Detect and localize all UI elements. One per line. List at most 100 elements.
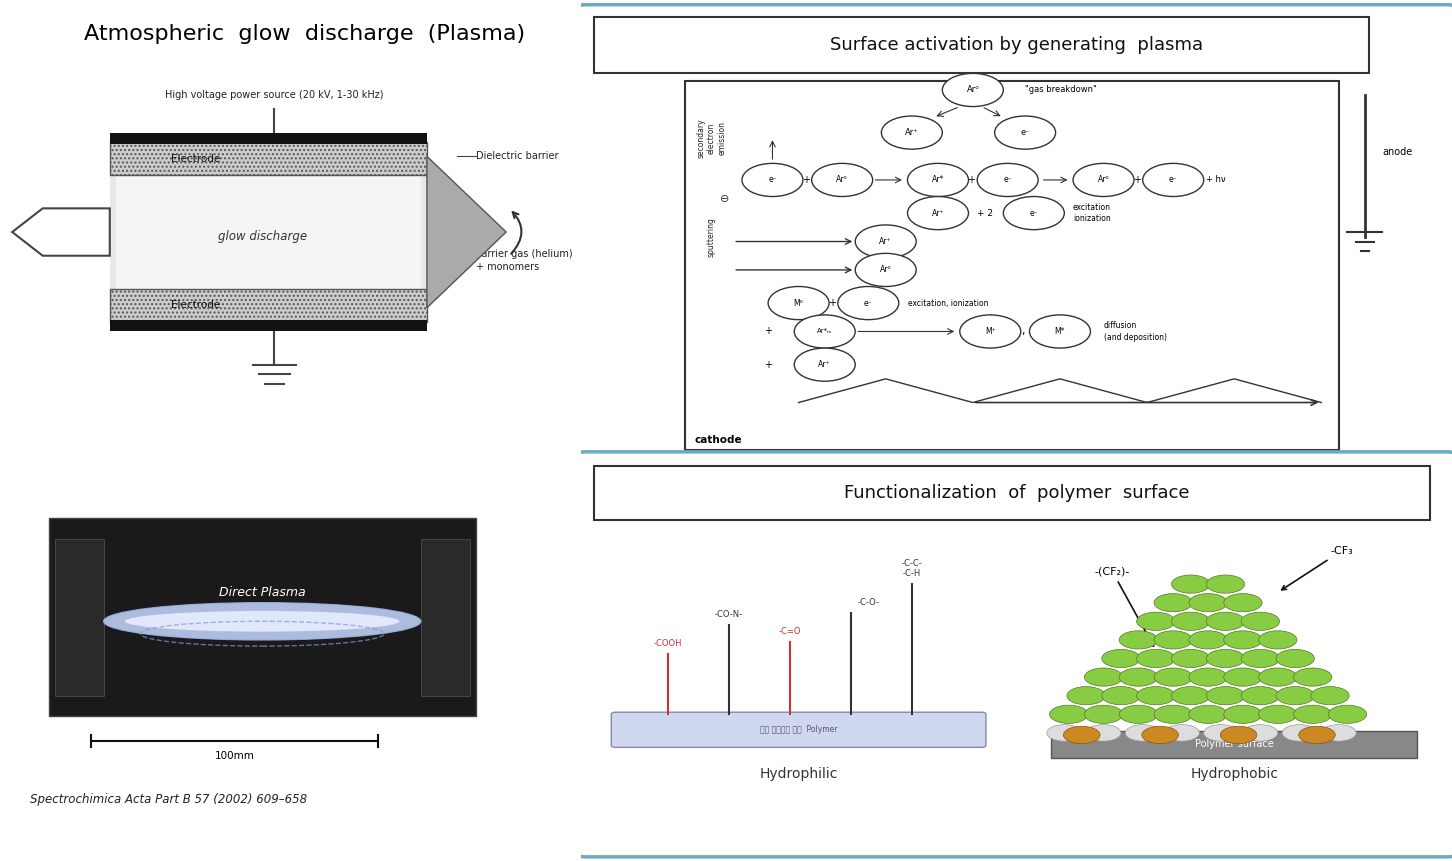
Text: -CF₃: -CF₃ — [1282, 546, 1353, 590]
Circle shape — [1154, 705, 1192, 723]
Circle shape — [1224, 631, 1262, 649]
Text: e⁻: e⁻ — [864, 299, 873, 307]
Circle shape — [768, 287, 829, 319]
Bar — [110, 289, 427, 322]
Text: -CO-N-: -CO-N- — [714, 610, 743, 619]
FancyBboxPatch shape — [594, 467, 1430, 520]
Circle shape — [1241, 649, 1279, 667]
Text: glow discharge: glow discharge — [218, 230, 306, 244]
Text: M⁺: M⁺ — [984, 327, 996, 336]
Circle shape — [1243, 725, 1278, 741]
Circle shape — [855, 225, 916, 258]
Circle shape — [1172, 575, 1210, 593]
Text: +: + — [1133, 175, 1141, 185]
Circle shape — [1029, 315, 1090, 348]
Circle shape — [1154, 631, 1192, 649]
Text: Electrode: Electrode — [171, 153, 221, 164]
Circle shape — [1241, 612, 1279, 630]
Text: -COOH: -COOH — [653, 639, 682, 648]
Circle shape — [1154, 593, 1192, 612]
Text: Ar*ₘ: Ar*ₘ — [817, 329, 832, 334]
Circle shape — [1294, 668, 1331, 686]
Circle shape — [1311, 686, 1349, 705]
Text: M*: M* — [1054, 327, 1066, 336]
Text: Hydrophobic: Hydrophobic — [1191, 767, 1278, 781]
Circle shape — [1259, 668, 1297, 686]
Text: Ar⁰: Ar⁰ — [1098, 176, 1109, 184]
Text: Ar⁺: Ar⁺ — [819, 360, 831, 369]
FancyBboxPatch shape — [576, 452, 1452, 857]
Circle shape — [908, 196, 968, 230]
Text: +: + — [828, 298, 836, 308]
Circle shape — [1172, 649, 1210, 667]
Text: e⁻: e⁻ — [768, 176, 777, 184]
Bar — [685, 80, 1339, 449]
Circle shape — [742, 164, 803, 196]
Text: + hν: + hν — [1207, 176, 1225, 184]
Text: Electrode: Electrode — [171, 300, 221, 311]
Text: secondary
electron
emission: secondary electron emission — [697, 119, 726, 158]
Circle shape — [1207, 575, 1244, 593]
Text: Spectrochimica Acta Part B 57 (2002) 609–658: Spectrochimica Acta Part B 57 (2002) 609… — [30, 792, 308, 806]
Bar — [110, 142, 427, 176]
Circle shape — [1102, 686, 1140, 705]
Circle shape — [1137, 612, 1175, 630]
FancyBboxPatch shape — [611, 712, 986, 747]
Circle shape — [794, 348, 855, 381]
Circle shape — [1050, 705, 1088, 723]
Text: Ar⁰: Ar⁰ — [967, 85, 979, 95]
Text: Ar⁺: Ar⁺ — [905, 128, 919, 137]
Circle shape — [1102, 649, 1140, 667]
Bar — [49, 518, 476, 716]
Text: + 2: + 2 — [977, 208, 993, 218]
Circle shape — [1259, 705, 1297, 723]
Circle shape — [1172, 612, 1210, 630]
Text: +: + — [967, 175, 976, 185]
Circle shape — [812, 164, 873, 196]
Circle shape — [1207, 649, 1244, 667]
Text: -C=O: -C=O — [778, 627, 802, 635]
Text: ⊖: ⊖ — [720, 194, 729, 204]
Circle shape — [1298, 727, 1336, 744]
Circle shape — [1141, 727, 1179, 744]
Text: Hydrophilic: Hydrophilic — [759, 767, 838, 781]
Circle shape — [908, 164, 968, 196]
Text: "gas breakdown": "gas breakdown" — [1025, 85, 1096, 95]
Text: Ar⁺: Ar⁺ — [880, 237, 892, 246]
Circle shape — [1224, 668, 1262, 686]
Circle shape — [1003, 196, 1064, 230]
Circle shape — [1137, 649, 1175, 667]
Circle shape — [1119, 668, 1157, 686]
Text: Polymer surface: Polymer surface — [1195, 740, 1273, 749]
Circle shape — [1321, 725, 1356, 741]
Circle shape — [1224, 705, 1262, 723]
Text: Ar*: Ar* — [932, 176, 944, 184]
Bar — [55, 539, 103, 696]
FancyBboxPatch shape — [594, 16, 1369, 73]
Circle shape — [794, 315, 855, 348]
Text: +: + — [764, 360, 772, 369]
FancyBboxPatch shape — [576, 4, 1452, 468]
Text: Ar⁺: Ar⁺ — [932, 208, 944, 218]
Circle shape — [1189, 668, 1227, 686]
Text: 상압 플라즈마 제리  Polymer: 상압 플라즈마 제리 Polymer — [759, 725, 838, 734]
Bar — [110, 319, 427, 331]
Text: anode: anode — [1382, 146, 1413, 157]
Text: High voltage power source (20 kV, 1-30 kHz): High voltage power source (20 kV, 1-30 k… — [166, 90, 383, 100]
Polygon shape — [427, 157, 507, 308]
Text: cathode: cathode — [694, 435, 742, 445]
Text: excitation, ionization: excitation, ionization — [908, 299, 987, 307]
Text: diffusion
(and deposition): diffusion (and deposition) — [1104, 321, 1166, 342]
Bar — [421, 539, 469, 696]
Circle shape — [1063, 727, 1101, 744]
Text: Ar⁰: Ar⁰ — [880, 265, 892, 275]
Circle shape — [1259, 631, 1297, 649]
Circle shape — [1207, 686, 1244, 705]
Circle shape — [1125, 725, 1160, 741]
Ellipse shape — [103, 603, 421, 640]
Ellipse shape — [125, 611, 399, 632]
Circle shape — [838, 287, 899, 319]
Circle shape — [1329, 705, 1366, 723]
Circle shape — [1067, 686, 1105, 705]
Text: carrier gas (helium)
+ monomers: carrier gas (helium) + monomers — [476, 249, 572, 272]
